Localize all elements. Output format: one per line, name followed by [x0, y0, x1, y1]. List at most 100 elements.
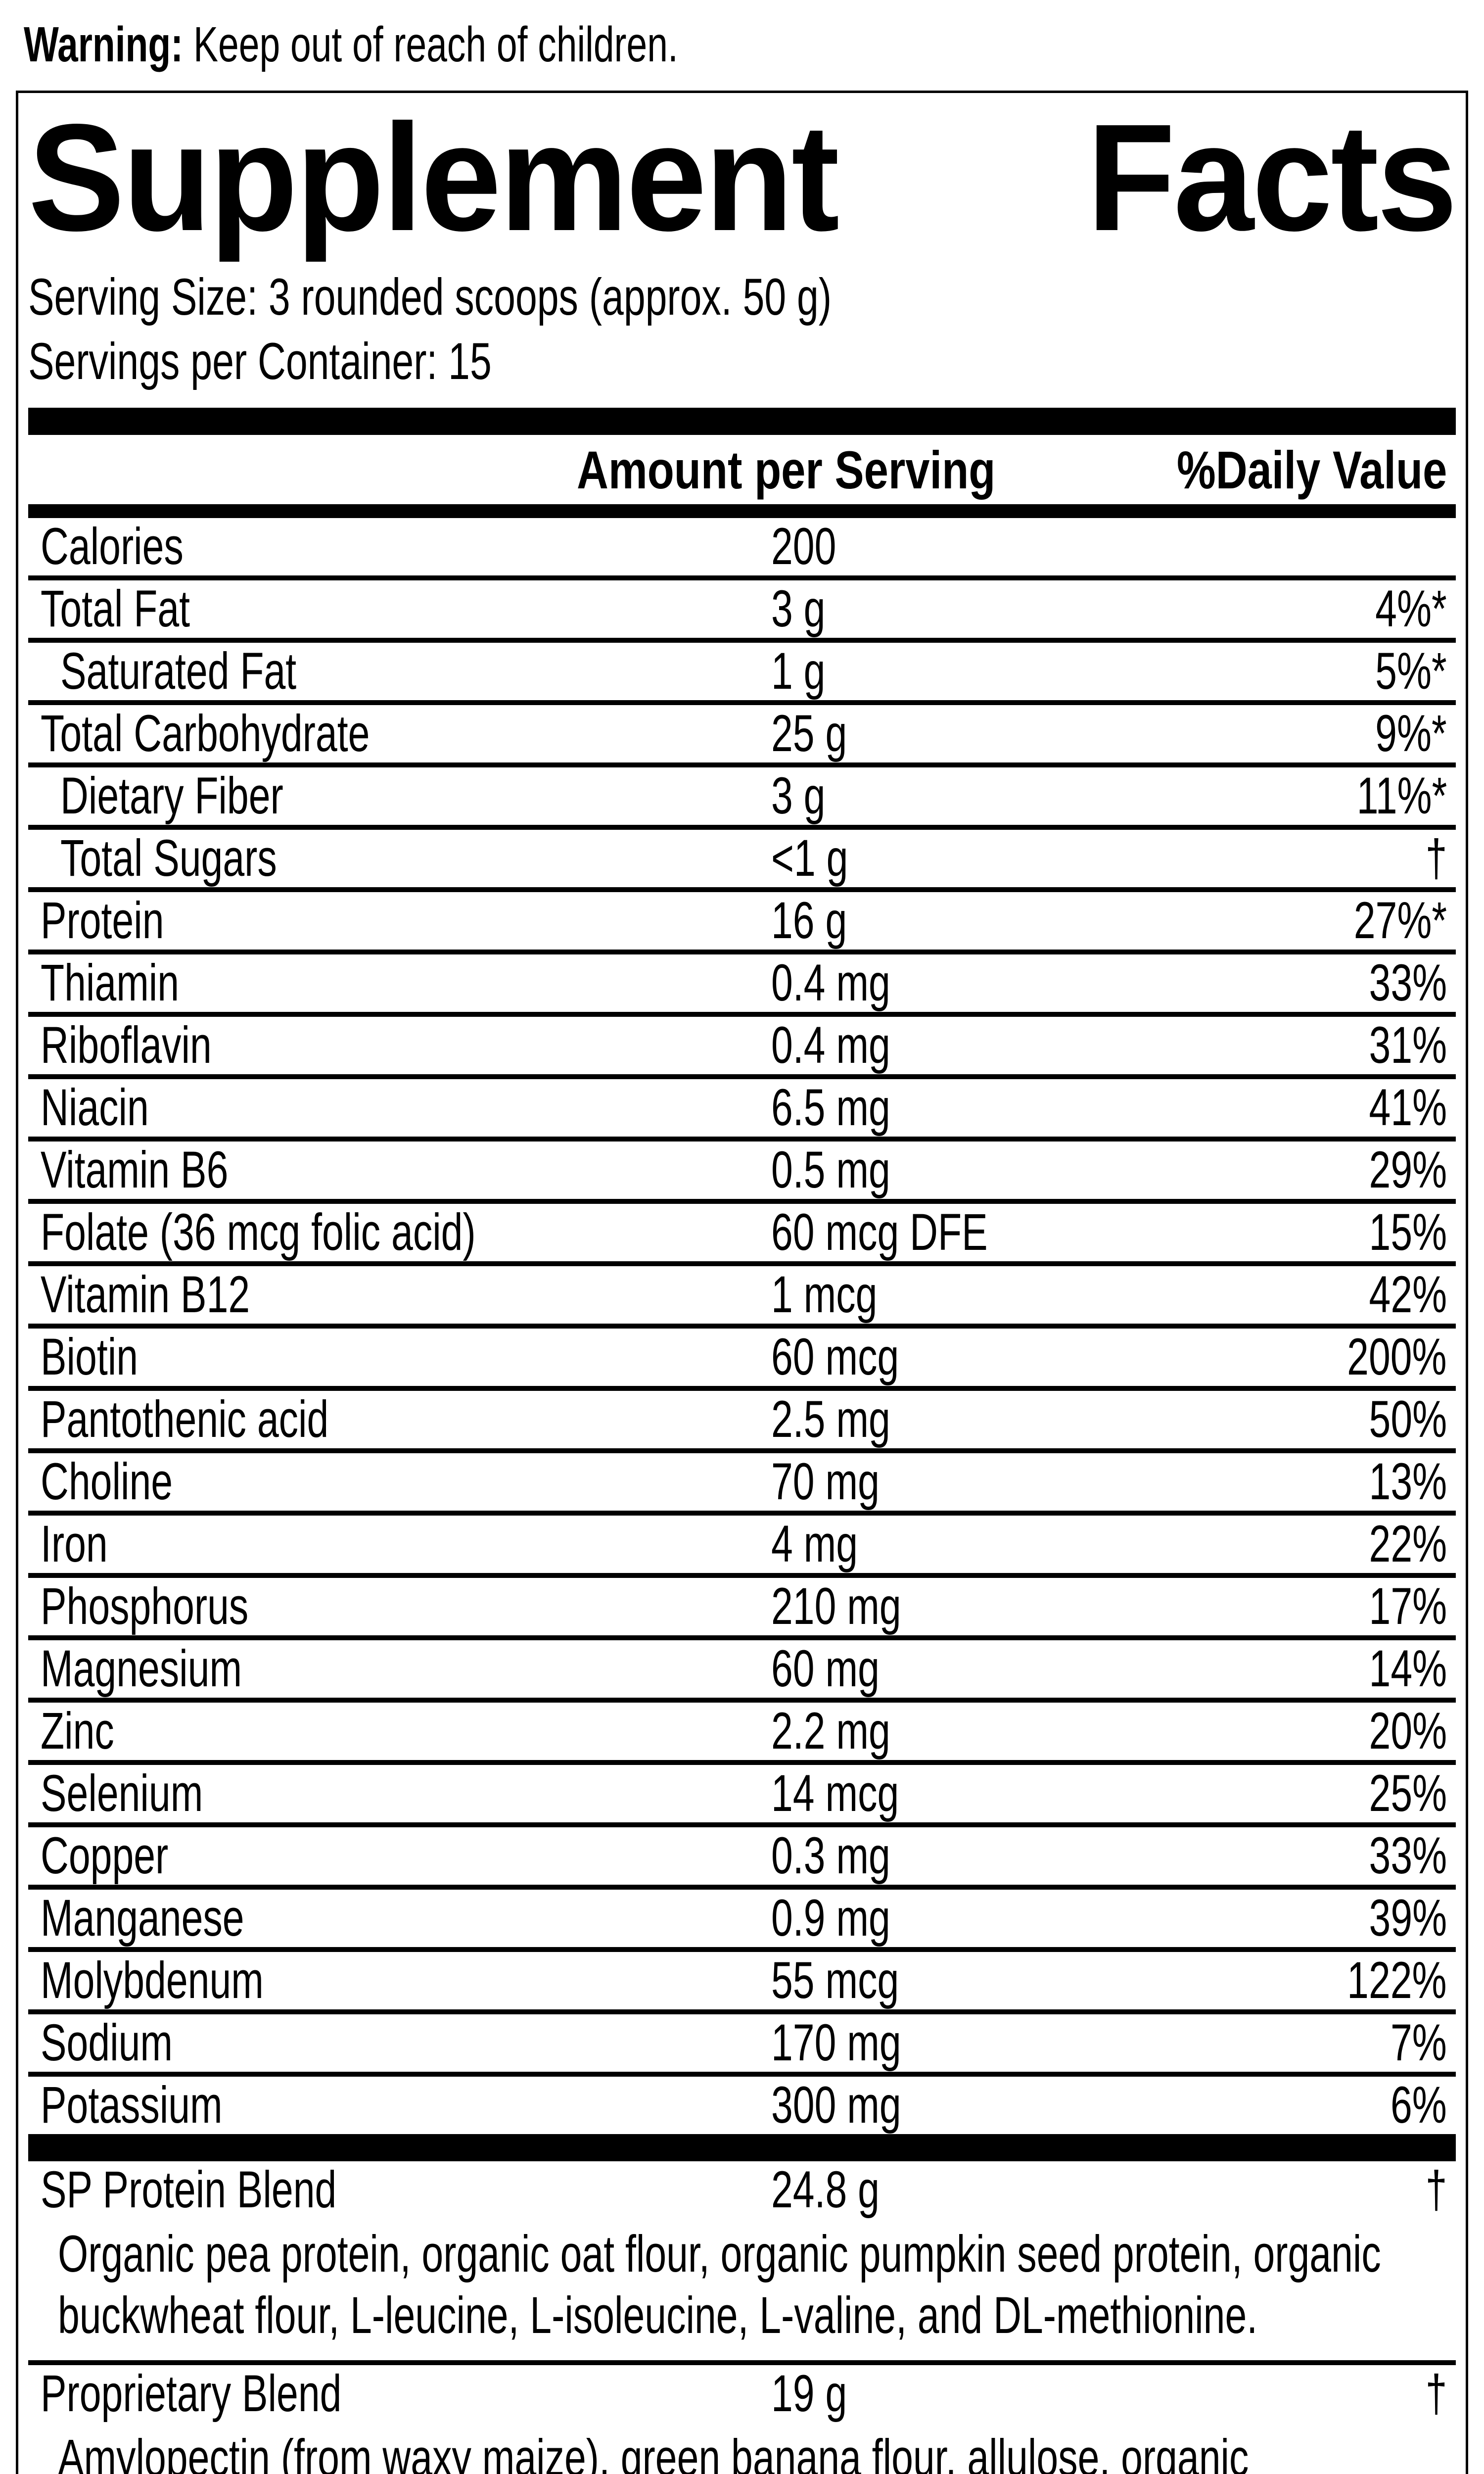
nutrient-name: Total Carbohydrate [41, 705, 370, 763]
blend-ingredients: Organic pea protein, organic oat flour, … [58, 2225, 1381, 2345]
nutrient-name: Folate (36 mcg folic acid) [41, 1203, 476, 1262]
table-row: Iron 4 mg 22% [28, 1515, 1456, 1578]
nutrient-amount: 1 g [771, 642, 826, 701]
nutrient-daily-value: 50% [1369, 1390, 1447, 1449]
nutrient-daily-value: † [1425, 829, 1447, 888]
blend-ingredients: Amylopectin (from waxy maize), green ban… [58, 2429, 1249, 2474]
table-row: Biotin 60 mcg 200% [28, 1328, 1456, 1391]
table-row: Choline 70 mg 13% [28, 1453, 1456, 1516]
blend-block: SP Protein Blend 24.8 g † Organic pea pr… [28, 2161, 1456, 2360]
nutrient-amount: 14 mcg [771, 1764, 899, 1823]
nutrient-name: Dietary Fiber [60, 767, 283, 825]
nutrient-daily-value: 29% [1369, 1141, 1447, 1199]
blend-amount: 19 g [771, 2365, 847, 2423]
serving-info: Serving Size: 3 rounded scoops (approx. … [28, 265, 1456, 394]
nutrient-amount: 55 mcg [771, 1951, 899, 2010]
nutrient-amount: 210 mg [771, 1577, 901, 1636]
nutrient-daily-value: 7% [1391, 2014, 1447, 2072]
nutrient-daily-value: 13% [1369, 1453, 1447, 1511]
nutrient-amount: 2.5 mg [771, 1390, 890, 1449]
nutrient-daily-value: 14% [1369, 1640, 1447, 1698]
nutrient-daily-value: 42% [1369, 1266, 1447, 1324]
nutrient-daily-value: 39% [1369, 1889, 1447, 1948]
nutrient-name: Vitamin B6 [41, 1141, 229, 1199]
table-row: Niacin 6.5 mg 41% [28, 1079, 1456, 1142]
supplement-label-page: { "colors": {"ink": "#000000", "paper": … [0, 14, 1484, 2474]
table-row: Total Fat 3 g 4%* [28, 580, 1456, 643]
panel-title-word-right: Facts [1087, 93, 1458, 263]
warning-message: Keep out of reach of children. [183, 17, 678, 72]
nutrient-amount: 1 mcg [771, 1266, 878, 1324]
table-row: Saturated Fat 1 g 5%* [28, 642, 1456, 706]
nutrient-amount: 2.2 mg [771, 1702, 890, 1760]
table-row: Sodium 170 mg 7% [28, 2014, 1456, 2077]
blend-daily-value: † [1425, 2161, 1447, 2219]
nutrient-amount: 60 mcg DFE [771, 1203, 988, 1262]
table-row: Total Carbohydrate 25 g 9%* [28, 705, 1456, 768]
nutrient-amount: 25 g [771, 705, 847, 763]
nutrient-rows: Calories 200 Total Fat 3 g 4%* Saturated… [28, 518, 1456, 2134]
nutrient-name: Niacin [41, 1079, 149, 1137]
nutrient-name: Riboflavin [41, 1016, 212, 1075]
nutrient-name: Copper [41, 1827, 169, 1885]
nutrient-amount: 6.5 mg [771, 1079, 890, 1137]
nutrient-name: Magnesium [41, 1640, 242, 1698]
nutrient-name: Vitamin B12 [41, 1266, 250, 1324]
blend-block: Proprietary Blend 19 g † Amylopectin (fr… [28, 2360, 1456, 2474]
nutrient-daily-value: 33% [1369, 954, 1447, 1012]
blend-row: Proprietary Blend 19 g † [28, 2365, 1456, 2423]
nutrient-amount: 16 g [771, 892, 847, 950]
nutrient-amount: 0.9 mg [771, 1889, 890, 1948]
panel-title-word-left: Supplement [28, 93, 839, 263]
servings-per-container: Servings per Container: 15 [28, 333, 492, 391]
nutrient-daily-value: 33% [1369, 1827, 1447, 1885]
table-row: Folate (36 mcg folic acid) 60 mcg DFE 15… [28, 1203, 1456, 1267]
medium-divider-header [28, 504, 1456, 519]
nutrient-name: Potassium [41, 2076, 223, 2135]
nutrient-daily-value: 27%* [1353, 892, 1447, 950]
table-row: Total Sugars <1 g † [28, 829, 1456, 893]
nutrient-name: Iron [41, 1515, 108, 1573]
table-row: Potassium 300 mg 6% [28, 2076, 1456, 2135]
nutrient-daily-value: 6% [1391, 2076, 1447, 2135]
warning-text: Warning: Keep out of reach of children. [24, 14, 1484, 76]
nutrient-daily-value: 31% [1369, 1016, 1447, 1075]
table-row: Molybdenum 55 mcg 122% [28, 1951, 1456, 2015]
nutrient-amount: 300 mg [771, 2076, 901, 2135]
nutrient-name: Thiamin [41, 954, 180, 1012]
supplement-facts-panel: Supplement Facts Serving Size: 3 rounded… [16, 91, 1468, 2474]
table-row: Vitamin B6 0.5 mg 29% [28, 1141, 1456, 1204]
table-row: Zinc 2.2 mg 20% [28, 1702, 1456, 1765]
blend-section: SP Protein Blend 24.8 g † Organic pea pr… [28, 2161, 1456, 2474]
table-row: Magnesium 60 mg 14% [28, 1640, 1456, 1703]
nutrient-daily-value: 41% [1369, 1079, 1447, 1137]
nutrient-name: Pantothenic acid [41, 1390, 329, 1449]
panel-title: Supplement Facts [28, 93, 1458, 263]
nutrient-amount: 60 mg [771, 1640, 880, 1698]
serving-size: Serving Size: 3 rounded scoops (approx. … [28, 268, 832, 327]
nutrient-daily-value: 11%* [1356, 767, 1447, 825]
nutrient-daily-value: 22% [1369, 1515, 1447, 1573]
nutrient-name: Manganese [41, 1889, 244, 1948]
nutrient-name: Protein [41, 892, 164, 950]
table-row: Calories 200 [28, 518, 1456, 581]
nutrient-name: Molybdenum [41, 1951, 264, 2010]
thick-divider-top [28, 408, 1456, 435]
nutrient-name: Zinc [41, 1702, 114, 1760]
nutrient-name: Calories [41, 518, 184, 576]
nutrient-daily-value: 25% [1369, 1764, 1447, 1823]
nutrient-daily-value: 122% [1347, 1951, 1447, 2010]
nutrient-name: Phosphorus [41, 1577, 249, 1636]
nutrient-amount: 170 mg [771, 2014, 901, 2072]
nutrient-daily-value: 15% [1369, 1203, 1447, 1262]
nutrient-name: Choline [41, 1453, 173, 1511]
nutrient-amount: 60 mcg [771, 1328, 899, 1386]
table-row: Protein 16 g 27%* [28, 892, 1456, 955]
blend-row: SP Protein Blend 24.8 g † [28, 2161, 1456, 2219]
table-row: Pantothenic acid 2.5 mg 50% [28, 1390, 1456, 1454]
table-row: Manganese 0.9 mg 39% [28, 1889, 1456, 1952]
nutrient-amount: 3 g [771, 580, 826, 638]
table-row: Selenium 14 mcg 25% [28, 1764, 1456, 1828]
nutrient-amount: 0.4 mg [771, 1016, 890, 1075]
blend-amount: 24.8 g [771, 2161, 880, 2219]
